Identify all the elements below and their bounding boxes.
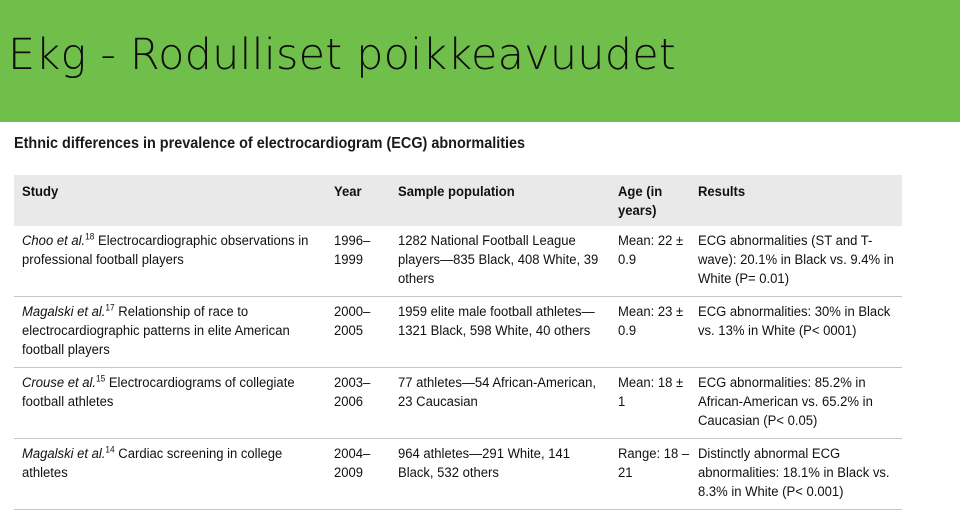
study-ref: 14: [105, 444, 115, 455]
results-cell: ECG abnormalities: 30% in Black vs. 13% …: [698, 304, 891, 339]
study-title: Cardiac screening in college athletes: [22, 446, 283, 481]
study-ref: 18: [85, 231, 95, 242]
age-cell: Mean: 18 ± 1: [618, 375, 684, 410]
year-cell: 2004–2009: [334, 446, 371, 481]
study-author: Crouse et al.: [22, 375, 97, 391]
study-title: Electrocardiograms of collegiate footbal…: [22, 375, 295, 410]
study-author: Magalski et al.: [22, 446, 106, 462]
sample-cell: 77 athletes—54 African-American, 23 Cauc…: [398, 375, 597, 410]
age-cell: Range: 18 –21: [618, 446, 690, 481]
year-cell: 2000–2005: [334, 304, 371, 339]
study-title: Relationship of race to electrocardiogra…: [22, 304, 290, 358]
sample-cell: 1959 elite male football athletes—1321 B…: [398, 304, 595, 339]
study-cell: Magalski et al.14 Cardiac screening in c…: [14, 439, 326, 510]
header-study: Study: [22, 184, 59, 200]
table-row: Choo et al.18 Electrocardiographic obser…: [14, 226, 902, 297]
study-cell: Crouse et al.15 Electrocardiograms of co…: [14, 368, 326, 439]
results-cell: Distinctly abnormal ECG abnormalities: 1…: [698, 446, 890, 500]
title-banner: [0, 0, 960, 122]
table-row: Crouse et al.15 Electrocardiograms of co…: [14, 368, 902, 439]
header-sample-population: Sample population: [398, 184, 515, 200]
header-results: Results: [698, 184, 746, 200]
sample-cell: 1282 National Football League players—83…: [398, 233, 599, 287]
study-cell: Magalski et al.17 Relationship of race t…: [14, 297, 326, 368]
year-cell: 2003–2006: [334, 375, 371, 410]
age-cell: Mean: 22 ± 0.9: [618, 233, 684, 268]
study-author: Magalski et al.: [22, 304, 106, 320]
study-ref: 17: [105, 302, 115, 313]
year-cell: 1996–1999: [334, 233, 371, 268]
study-title: Electrocardiographic observations in pro…: [22, 233, 309, 268]
header-year: Year: [334, 184, 362, 200]
age-cell: Mean: 23 ± 0.9: [618, 304, 684, 339]
study-cell: Choo et al.18 Electrocardiographic obser…: [14, 226, 326, 297]
study-ref: 15: [96, 373, 106, 384]
ecg-abnormalities-table: Study Year Sample population Age (in yea…: [14, 175, 902, 510]
table-row: Magalski et al.17 Relationship of race t…: [14, 297, 902, 368]
sample-cell: 964 athletes—291 White, 141 Black, 532 o…: [398, 446, 570, 481]
table-row: Magalski et al.14 Cardiac screening in c…: [14, 439, 902, 510]
header-age: Age (in years): [618, 184, 663, 219]
table-header-row: Study Year Sample population Age (in yea…: [14, 175, 902, 226]
slide-title: Ekg - Rodulliset poikkeavuudet: [8, 30, 676, 80]
results-cell: ECG abnormalities: 85.2% in African-Amer…: [698, 375, 873, 429]
results-cell: ECG abnormalities (ST and T-wave): 20.1%…: [698, 233, 894, 287]
study-author: Choo et al.: [22, 233, 86, 249]
table-title: Ethnic differences in prevalence of elec…: [14, 135, 526, 152]
